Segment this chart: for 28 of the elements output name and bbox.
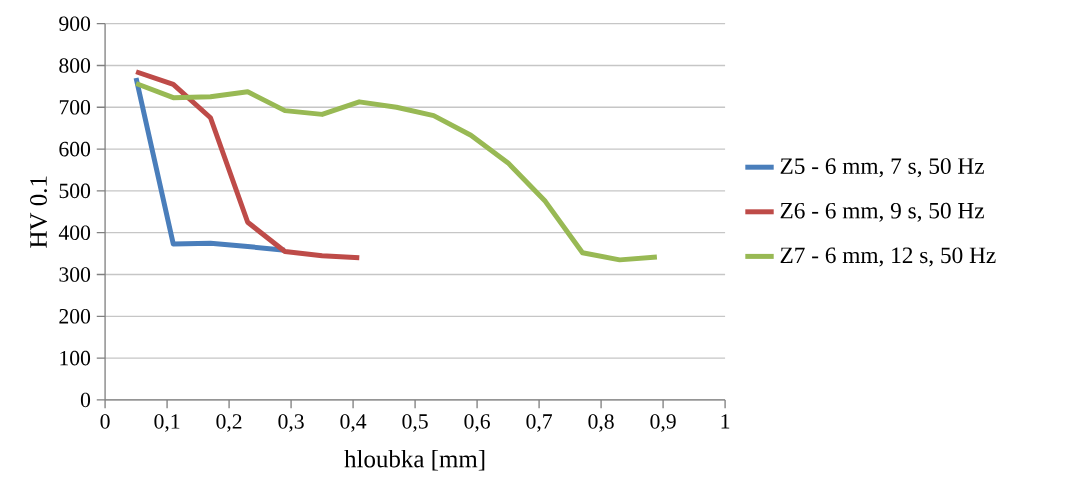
- x-tick-label: 0,6: [464, 414, 490, 432]
- x-tick-label: 0,5: [402, 414, 428, 432]
- x-tick-label: 1: [721, 414, 730, 429]
- x-tick-label: 0,2: [216, 414, 242, 432]
- y-tick-label: 300: [59, 267, 91, 282]
- y-axis-title: HV 0.1: [30, 176, 48, 248]
- x-tick-label: 0,3: [278, 414, 304, 432]
- y-tick-label: 800: [59, 58, 91, 73]
- line-series: [133, 69, 362, 261]
- x-axis-title: hloubka [mm]: [344, 449, 485, 471]
- y-tick-label: 100: [60, 350, 91, 366]
- y-tick-label: 500: [59, 183, 91, 199]
- y-tick-label: 400: [58, 225, 91, 241]
- x-tick-label: 0,1: [154, 414, 180, 432]
- legend-label: Z7 - 6 mm, 12 s, 50 Hz: [780, 247, 996, 267]
- x-tick-label: 0,8: [588, 414, 614, 432]
- y-tick-label: 700: [59, 100, 91, 115]
- line-series: [133, 81, 660, 263]
- x-tick-label: 0,9: [650, 414, 676, 432]
- x-tick-label: 0: [100, 414, 110, 429]
- y-tick-label: 200: [59, 309, 91, 324]
- legend-label: Z6 - 6 mm, 9 s, 50 Hz: [780, 202, 984, 222]
- legend-label: Z5 - 6 mm, 7 s, 50 Hz: [780, 158, 984, 178]
- x-tick-label: 0,7: [526, 414, 552, 432]
- y-tick-label: 900: [59, 16, 91, 32]
- y-tick-label: 0: [80, 392, 91, 408]
- y-tick-label: 600: [59, 141, 91, 157]
- x-tick-label: 0,4: [340, 414, 367, 432]
